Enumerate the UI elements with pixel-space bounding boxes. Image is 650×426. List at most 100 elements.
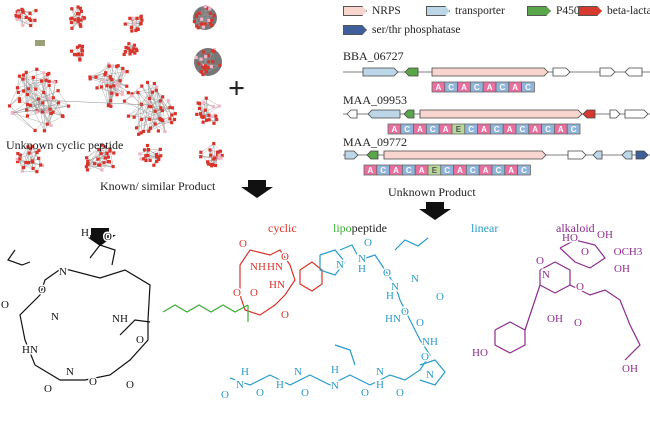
network-node <box>120 92 124 96</box>
network-node <box>82 16 87 20</box>
network-edge <box>22 170 37 172</box>
network-node <box>206 66 210 70</box>
network-node <box>206 60 211 64</box>
network-node <box>219 156 223 160</box>
network-node <box>128 16 132 20</box>
linear-sidechain <box>334 344 356 366</box>
network-node <box>206 160 210 164</box>
linear-structure-atom: O <box>361 387 369 399</box>
network-node <box>130 94 134 98</box>
network-node <box>170 113 174 117</box>
network-node <box>139 15 143 19</box>
network-edge <box>9 90 24 107</box>
network-node <box>123 50 127 54</box>
network-node <box>208 21 212 25</box>
network-cluster <box>195 96 221 125</box>
network-edge <box>137 92 149 132</box>
network-node <box>139 131 143 135</box>
network-node <box>197 106 202 111</box>
network-cluster <box>15 144 45 174</box>
network-edge <box>141 85 163 121</box>
network-node <box>80 44 85 49</box>
gene-arrow-transporter <box>362 67 399 77</box>
network-node <box>212 14 216 18</box>
network-edge <box>27 90 59 105</box>
network-node <box>15 157 19 161</box>
network-node <box>110 64 114 68</box>
network-edge <box>27 111 43 117</box>
network-node <box>51 110 55 114</box>
network-node <box>78 6 82 10</box>
network-node <box>153 109 157 113</box>
network-edge <box>9 105 36 131</box>
nrps-domain-label: C <box>444 166 450 175</box>
gene-arrow-P450 <box>366 150 379 160</box>
network-edge <box>97 152 114 160</box>
network-edge <box>30 148 34 169</box>
nrps-domain <box>517 164 531 176</box>
network-node <box>84 165 89 169</box>
network-node <box>163 129 167 133</box>
network-edge <box>17 76 20 88</box>
network-node <box>79 24 83 28</box>
network-node <box>154 152 159 157</box>
network-node <box>37 156 41 160</box>
nrps-domain-label: A <box>436 83 442 92</box>
network-node <box>204 118 209 122</box>
network-node <box>156 129 160 133</box>
linear-structure-atom: O <box>364 237 372 249</box>
network-edge <box>131 17 142 28</box>
network-node <box>33 18 37 22</box>
plus-sign: + <box>228 72 246 105</box>
network-node <box>17 15 22 19</box>
gene-arrow-other <box>346 109 358 119</box>
alkaloid-structure-atom: O <box>576 281 584 293</box>
linear-sidechain <box>394 237 429 251</box>
known-structure-atom: O <box>44 383 52 395</box>
network-node <box>21 23 25 27</box>
down-arrow-icon <box>241 180 273 198</box>
network-node <box>51 96 55 100</box>
network-node <box>212 141 216 146</box>
network-node <box>155 159 159 164</box>
network-node <box>201 120 205 124</box>
network-node <box>76 5 80 9</box>
alkaloid-structure-atom: OH <box>547 313 563 325</box>
network-node <box>146 100 150 104</box>
nrps-domain-label: C <box>500 83 506 92</box>
network-edge <box>27 94 64 117</box>
network-node <box>131 16 135 20</box>
nrps-domain-label: A <box>487 83 493 92</box>
network-node <box>202 50 206 54</box>
network-edge <box>131 92 153 95</box>
network-edge <box>209 149 213 165</box>
network-node <box>218 149 223 153</box>
legend-label: NRPS <box>372 5 401 17</box>
network-node <box>146 153 150 158</box>
network-node <box>204 70 209 74</box>
network-node <box>70 26 74 30</box>
network-edge <box>95 63 109 78</box>
network-node <box>76 17 80 21</box>
network-edge <box>141 107 161 120</box>
network-node <box>123 22 127 26</box>
network-node <box>206 54 211 58</box>
network-edge <box>194 21 206 25</box>
network-edge <box>89 76 105 82</box>
network-node <box>17 97 22 101</box>
network-node <box>170 106 175 110</box>
legend-label: beta-lactamase <box>607 5 650 17</box>
network-edge <box>162 96 166 132</box>
gene-arrow-swatch-icon <box>343 6 367 16</box>
network-node <box>215 153 220 157</box>
network-node <box>42 129 47 133</box>
network-node <box>207 118 211 122</box>
network-node <box>17 13 21 17</box>
network-node <box>134 126 139 130</box>
network-node <box>10 111 14 115</box>
network-node <box>102 79 106 83</box>
gene-arrow-swatch-icon <box>343 25 367 35</box>
network-node <box>132 47 136 51</box>
network-node <box>161 95 165 99</box>
network-node <box>42 71 46 75</box>
